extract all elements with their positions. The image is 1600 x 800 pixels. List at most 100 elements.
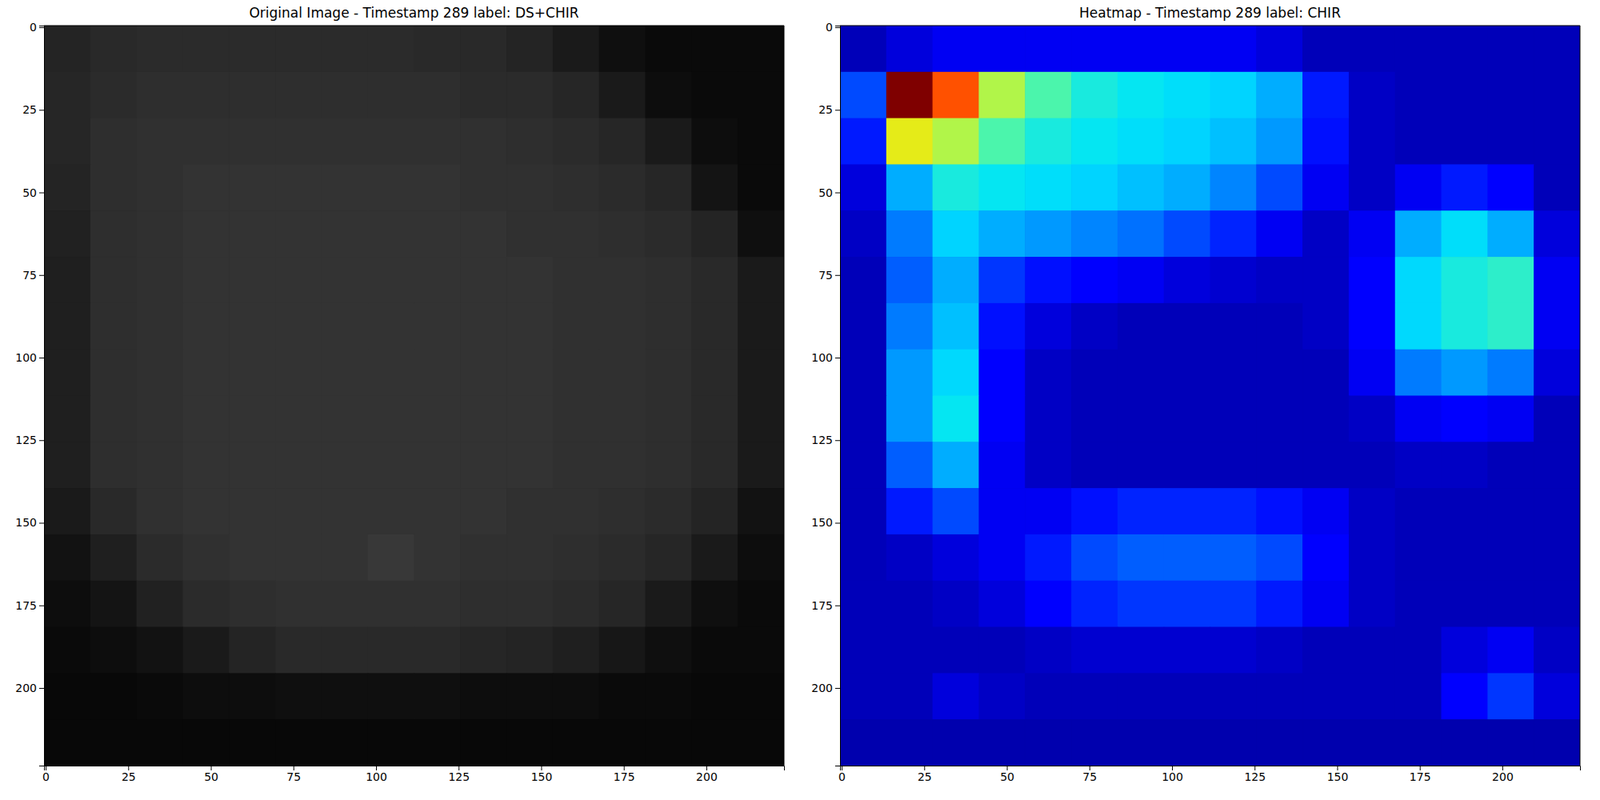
y-tick-mark <box>39 440 44 441</box>
heatmap-cell <box>645 627 692 674</box>
frame-top <box>44 25 784 27</box>
heatmap-cell <box>275 72 322 119</box>
heatmap-cell <box>1441 396 1488 443</box>
heatmap-cell <box>1117 25 1164 72</box>
heatmap-cell <box>645 164 692 211</box>
heatmap-cell <box>460 210 507 257</box>
heatmap-cell <box>645 256 692 304</box>
heatmap-cell <box>1071 72 1118 119</box>
heatmap-cell <box>228 118 276 165</box>
heatmap-cell <box>182 164 229 211</box>
heatmap-cell <box>228 25 276 72</box>
frame-right <box>1580 25 1581 766</box>
heatmap-cell <box>932 672 980 720</box>
title: Heatmap - Timestamp 289 label: CHIR <box>1079 4 1341 21</box>
heatmap-cell <box>182 25 229 72</box>
heatmap-cell <box>1533 441 1580 488</box>
heatmap-cell <box>182 210 229 257</box>
y-tick-mark <box>835 192 840 194</box>
heatmap-cell <box>1256 396 1303 443</box>
heatmap-cell <box>1533 534 1580 581</box>
x-tick: 125 <box>448 765 470 784</box>
heatmap-cell <box>552 441 600 488</box>
heatmap-cell <box>645 303 692 350</box>
y-tick-label: 150 <box>811 516 833 529</box>
heatmap-cell <box>321 580 368 628</box>
heatmap-cell <box>90 303 137 350</box>
heatmap-cell <box>414 672 461 720</box>
heatmap-cell <box>886 396 933 443</box>
heatmap-cell <box>228 719 276 766</box>
heatmap-cell <box>1348 118 1396 165</box>
heatmap-cell <box>1024 25 1072 72</box>
heatmap-cell <box>1071 256 1118 304</box>
heatmap-cell <box>506 303 553 350</box>
x-axis: 0255075100125150175200 <box>42 765 784 784</box>
heatmap-cell <box>368 303 415 350</box>
y-tick-mark <box>39 357 44 359</box>
heatmap-cell <box>1302 488 1349 535</box>
heatmap-cell <box>1164 488 1211 535</box>
heatmap-cell <box>90 627 137 674</box>
heatmap-cell <box>737 534 784 581</box>
heatmap-cell <box>460 25 507 72</box>
heatmap-cell <box>552 164 600 211</box>
y-tick-label: 25 <box>22 103 37 116</box>
heatmap-cell <box>1164 118 1211 165</box>
heatmap-cell <box>182 672 229 720</box>
x-tick-label: 175 <box>613 770 636 784</box>
heatmap-cell <box>1487 719 1534 766</box>
heatmap-cell <box>368 164 415 211</box>
heatmap-cell <box>737 303 784 350</box>
heatmap-cell <box>460 349 507 396</box>
heatmap-cell <box>1256 210 1303 257</box>
y-tick-mark <box>39 275 44 276</box>
heatmap-cell <box>136 672 184 720</box>
y-tick-label: 50 <box>818 186 833 200</box>
heatmap-cell <box>414 349 461 396</box>
y-tick-mark <box>835 357 840 359</box>
heatmap-cell <box>552 303 600 350</box>
heatmap-cell <box>321 164 368 211</box>
heatmap-cell <box>44 534 91 581</box>
title: Original Image - Timestamp 289 label: DS… <box>248 4 579 21</box>
heatmap-cell <box>1302 210 1349 257</box>
heatmap-cell <box>228 164 276 211</box>
heatmap-cell <box>275 25 322 72</box>
heatmap-cell <box>691 488 738 535</box>
heatmap-cell <box>90 580 137 628</box>
x-tick: 50 <box>1000 765 1015 784</box>
heatmap-cell <box>1302 580 1349 628</box>
x-tick: 150 <box>1327 765 1349 784</box>
heatmap-cell <box>136 441 184 488</box>
x-tick: 100 <box>1161 765 1184 784</box>
heatmap-cell <box>932 210 980 257</box>
heatmap-cell <box>1256 25 1303 72</box>
heatmap-cell <box>1164 580 1211 628</box>
heatmap-cell <box>886 25 933 72</box>
heatmap-cell <box>886 672 933 720</box>
x-tick: 0 <box>838 765 846 784</box>
heatmap-cell <box>978 349 1025 396</box>
heatmap-cell <box>1117 349 1164 396</box>
heatmap-cell <box>840 534 887 581</box>
heatmap-cell <box>599 349 646 396</box>
heatmap-cell <box>460 164 507 211</box>
x-tick: 75 <box>1082 765 1097 784</box>
heatmap-cell <box>1533 210 1580 257</box>
y-tick: 0 <box>825 20 840 34</box>
heatmap-cell <box>1164 164 1211 211</box>
heatmap-cell <box>228 580 276 628</box>
heatmap-cell <box>460 118 507 165</box>
heatmap-cell <box>1164 534 1211 581</box>
heatmap-cell <box>136 488 184 535</box>
heatmap-cell <box>506 349 553 396</box>
heatmap-cell <box>978 210 1025 257</box>
heatmap-cell <box>228 627 276 674</box>
heatmap-cell <box>840 580 887 628</box>
plot-area <box>44 25 784 766</box>
heatmap-cell <box>1395 25 1442 72</box>
x-tick: 200 <box>1492 765 1514 784</box>
x-tick-label: 200 <box>696 770 718 784</box>
heatmap-cell <box>691 25 738 72</box>
